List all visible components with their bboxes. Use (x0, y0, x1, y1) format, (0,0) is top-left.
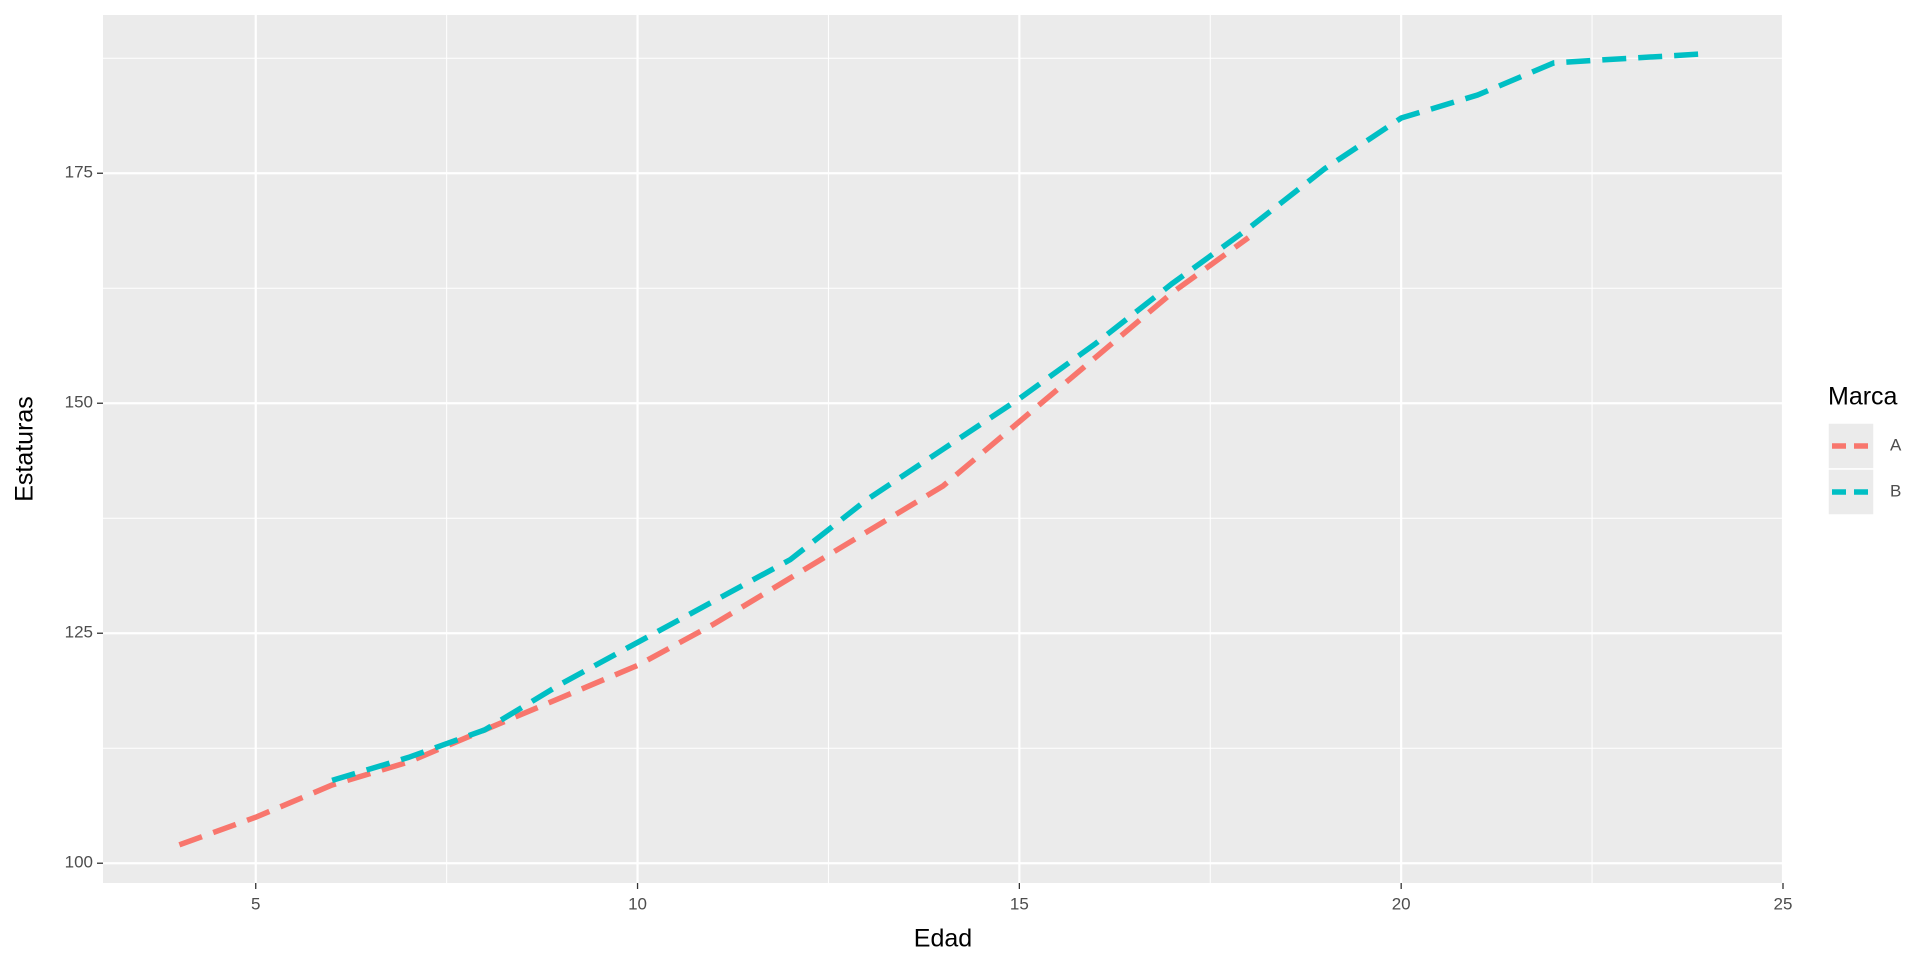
x-axis-title: Edad (914, 925, 972, 953)
legend-label: A (1890, 435, 1902, 454)
x-tick-label: 20 (1392, 894, 1411, 913)
series-line (178, 235, 1251, 848)
legend-title: Marca (1828, 383, 1898, 411)
legend-label: B (1890, 481, 1901, 500)
lines (178, 50, 1707, 848)
grid (103, 15, 1785, 883)
x-tick-label: 10 (628, 894, 647, 913)
x-tick-label: 15 (1010, 894, 1029, 913)
y-tick-label: 125 (65, 623, 93, 642)
y-tick-label: 100 (65, 853, 93, 872)
y-tick-label: 150 (65, 393, 93, 412)
series-line (331, 50, 1707, 784)
x-tick-label: 5 (251, 894, 260, 913)
y-tick-label: 175 (65, 163, 93, 182)
x-tick-label: 25 (1774, 894, 1793, 913)
y-axis-title: Estaturas (11, 396, 39, 502)
